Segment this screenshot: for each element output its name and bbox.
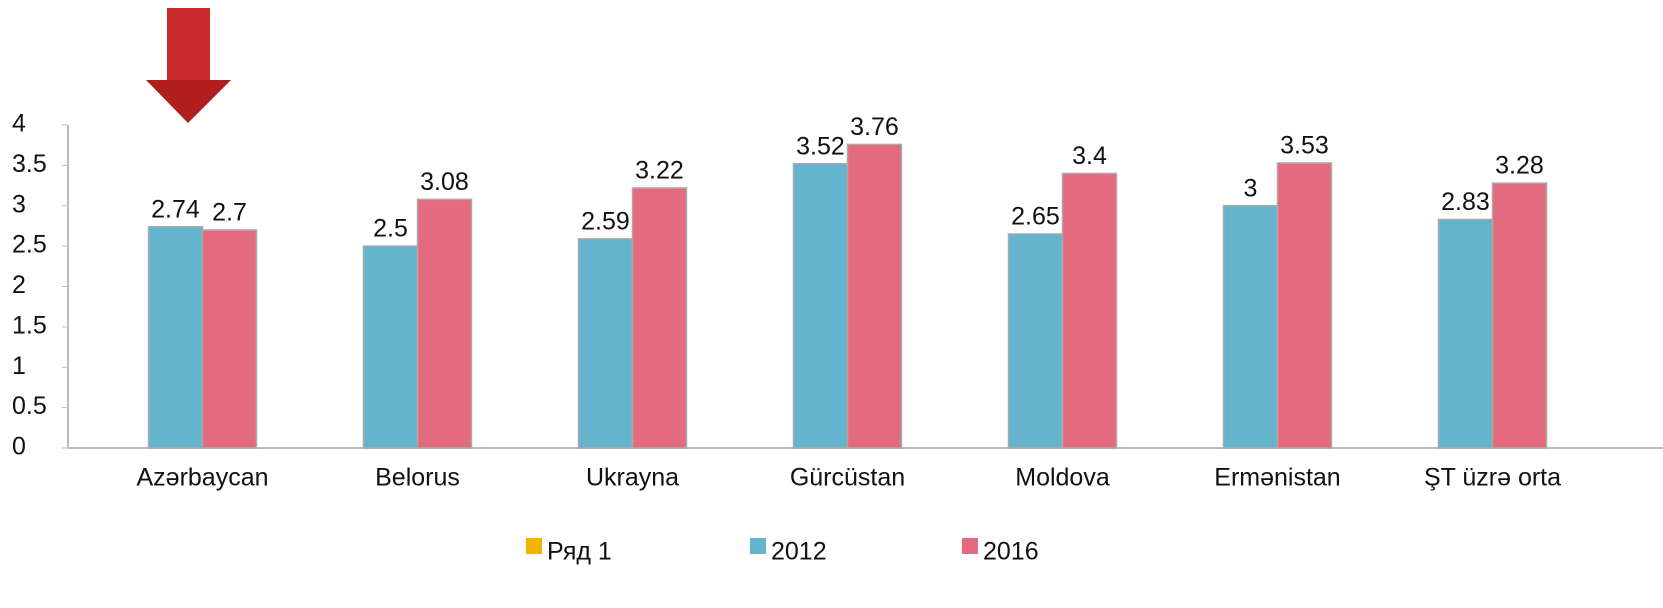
x-tick-label: Azərbaycan <box>136 464 268 492</box>
data-label: 3.53 <box>1280 132 1329 160</box>
bar <box>577 238 634 449</box>
bar <box>1222 205 1279 449</box>
x-tick-label: Moldova <box>1015 464 1110 492</box>
legend-label: Ряд 1 <box>547 538 612 566</box>
bar <box>147 225 204 449</box>
x-tick-label: Gürcüstan <box>790 464 905 492</box>
legend-label: 2016 <box>983 538 1039 566</box>
x-tick-label: Ermənistan <box>1214 464 1340 492</box>
bar <box>1437 218 1494 449</box>
data-label: 2.59 <box>581 207 630 235</box>
data-label: 3 <box>1244 174 1258 202</box>
data-label: 2.7 <box>212 199 247 227</box>
data-label: 3.52 <box>796 132 845 160</box>
y-tick-label: 2 <box>12 271 26 299</box>
legend-swatch <box>526 538 542 554</box>
legend-swatch <box>750 538 766 554</box>
bar <box>1276 162 1333 449</box>
legend-swatch <box>962 538 978 554</box>
data-label: 3.22 <box>635 157 684 185</box>
data-label: 2.65 <box>1011 203 1060 231</box>
bar <box>1061 172 1118 449</box>
data-label: 3.76 <box>850 113 899 141</box>
bar <box>1491 182 1548 449</box>
bar <box>416 198 473 449</box>
bar <box>201 229 258 449</box>
bar <box>1007 233 1064 449</box>
y-tick-label: 0.5 <box>12 392 47 420</box>
bar <box>362 245 419 449</box>
y-tick-label: 2.5 <box>12 231 47 259</box>
y-tick-label: 3 <box>12 190 26 218</box>
y-tick-label: 0 <box>12 433 26 461</box>
data-label: 2.5 <box>373 215 408 243</box>
data-label: 3.08 <box>420 168 469 196</box>
data-label: 3.28 <box>1495 152 1544 180</box>
legend-label: 2012 <box>771 538 827 566</box>
data-label: 3.4 <box>1072 142 1107 170</box>
arrow-icon <box>146 8 231 123</box>
y-tick-label: 1 <box>12 352 26 380</box>
x-tick-label: ŞT üzrə orta <box>1424 464 1561 492</box>
x-tick-label: Ukrayna <box>586 464 679 492</box>
data-label: 2.83 <box>1441 188 1490 216</box>
bar <box>631 187 688 449</box>
y-tick-label: 3.5 <box>12 150 47 178</box>
bar <box>792 163 849 449</box>
y-tick-label: 1.5 <box>12 311 47 339</box>
bar <box>846 143 903 449</box>
x-tick-label: Belorus <box>375 464 460 492</box>
y-tick-label: 4 <box>12 110 26 138</box>
data-label: 2.74 <box>151 195 200 223</box>
